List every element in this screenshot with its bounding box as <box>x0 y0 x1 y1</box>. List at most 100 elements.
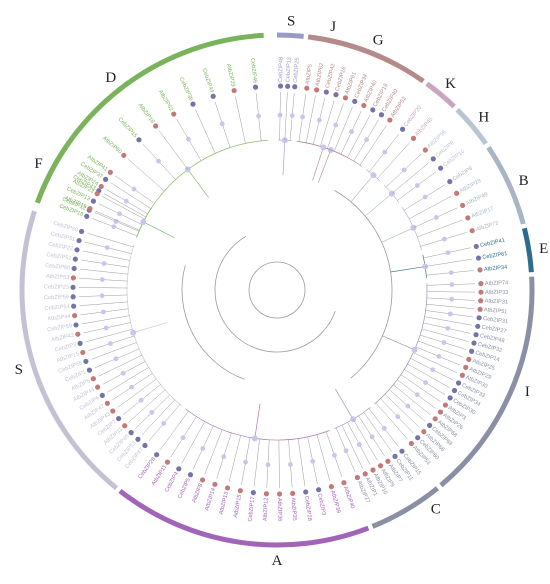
group-h-6-label: H <box>478 109 489 125</box>
leaf-branch <box>424 316 472 326</box>
bootstrap-node <box>219 121 225 127</box>
arabidopsis-dot <box>90 376 96 382</box>
bootstrap-node <box>320 144 327 151</box>
arabidopsis-dot <box>469 228 475 234</box>
arabidopsis-dot <box>341 480 347 486</box>
arabidopsis-dot <box>80 349 86 356</box>
group-e-8-arc <box>521 227 534 273</box>
leaf-label: AtbZIP29 <box>225 63 236 87</box>
bootstrap-node <box>186 136 191 142</box>
leaf-branch <box>347 115 371 158</box>
bootstrap-node <box>111 224 117 230</box>
group-j-3-label: J <box>330 19 336 35</box>
leaf-branch <box>95 210 140 231</box>
root-ring <box>248 261 306 319</box>
leaf-branch <box>102 196 145 220</box>
arabidopsis-dot <box>370 467 376 473</box>
bootstrap-node <box>265 462 271 468</box>
arabidopsis-dot <box>385 458 391 464</box>
bootstrap-node <box>343 448 349 454</box>
leaf-label: AtbZIP31 <box>485 298 509 305</box>
leaf-label: CebZIP48 <box>479 333 505 344</box>
arabidopsis-dot <box>422 147 428 153</box>
leaf-branch <box>117 378 157 408</box>
bootstrap-node <box>447 311 453 317</box>
leaf-label: CebZIP42 <box>325 63 337 89</box>
leaf-branch <box>297 438 306 487</box>
leaf-branch <box>253 438 260 487</box>
bootstrap-node <box>422 263 429 270</box>
bootstrap-node <box>243 459 248 465</box>
arabidopsis-dot <box>442 402 449 408</box>
celery-dot <box>447 178 453 185</box>
leaf-label: CebZIP48 <box>278 57 284 82</box>
group-f-1-stem <box>143 221 175 239</box>
bootstrap-node <box>449 296 455 302</box>
group-b-7-stem <box>381 227 414 243</box>
group-k-5-stem <box>350 174 374 203</box>
bootstrap-node <box>445 325 451 331</box>
bootstrap-node <box>441 340 447 345</box>
bootstrap-node <box>120 370 126 376</box>
leaf-label: AtbZIP17 <box>471 206 495 220</box>
leaf-branch <box>425 258 473 267</box>
bootstrap-node <box>113 356 119 362</box>
group-s-12-arc <box>19 210 119 491</box>
leaf-label: AtbZIP53 <box>46 274 70 281</box>
group-a-11-arc <box>118 488 370 548</box>
arabidopsis-dot <box>263 491 270 497</box>
bootstrap-node <box>161 421 167 426</box>
celery-dot <box>190 101 196 107</box>
celery-dot <box>303 489 309 495</box>
celery-dot <box>430 156 436 162</box>
bootstrap-node <box>156 158 161 164</box>
arabidopsis-dot <box>477 306 483 312</box>
celery-dot <box>399 126 406 132</box>
leaf-label: CebZIP31 <box>483 316 509 325</box>
leaf-label: CebZIP56 <box>44 294 69 301</box>
celery-dot <box>135 436 141 442</box>
bootstrap-node <box>289 113 295 119</box>
bootstrap-node <box>381 425 387 431</box>
group-arcs <box>19 32 535 548</box>
leaf-label: AtbZIP13 <box>218 491 229 515</box>
bootstrap-node <box>395 414 401 420</box>
leaf-label: AtbZIP18 <box>137 103 156 125</box>
celery-dot <box>292 84 298 90</box>
leaf-label: AtbZIP49 <box>465 192 489 207</box>
celery-dot <box>70 284 76 290</box>
leaf-branch <box>128 159 165 192</box>
bootstrap-node <box>423 380 428 385</box>
leaf-branch <box>377 142 410 179</box>
celery-dot <box>475 255 482 261</box>
celery-dot <box>90 198 96 204</box>
leaf-branch <box>204 429 223 475</box>
bootstrap-node <box>411 346 418 353</box>
bootstrap-node <box>356 442 362 447</box>
leaf-branch <box>391 162 429 194</box>
leaf-branch <box>228 435 241 483</box>
celery-dot <box>471 340 477 346</box>
leaf-branch <box>407 363 450 388</box>
leaf-branch <box>107 367 149 393</box>
leaf-branch <box>305 95 316 143</box>
celery-dot <box>455 380 462 386</box>
leaf-label: CebZIP41 <box>480 238 506 249</box>
bootstrap-node <box>442 236 447 242</box>
celery-dot <box>473 332 479 338</box>
celery-dot <box>78 228 85 235</box>
leaf-label: CebZIP25 <box>293 57 301 83</box>
celery-dot <box>72 256 78 262</box>
bootstrap-node <box>310 458 316 464</box>
group-s-12-stem <box>133 322 167 333</box>
clade-ring <box>181 265 245 380</box>
bootstrap-node <box>364 137 370 143</box>
leaf-branch <box>79 301 128 306</box>
bootstrap-node <box>123 198 129 204</box>
celery-dot <box>210 93 216 99</box>
arabidopsis-dot <box>328 484 335 490</box>
leaf-branch <box>426 303 475 309</box>
bootstrap-node <box>405 403 411 409</box>
leaf-branch <box>333 106 353 152</box>
arabidopsis-dot <box>410 135 417 141</box>
